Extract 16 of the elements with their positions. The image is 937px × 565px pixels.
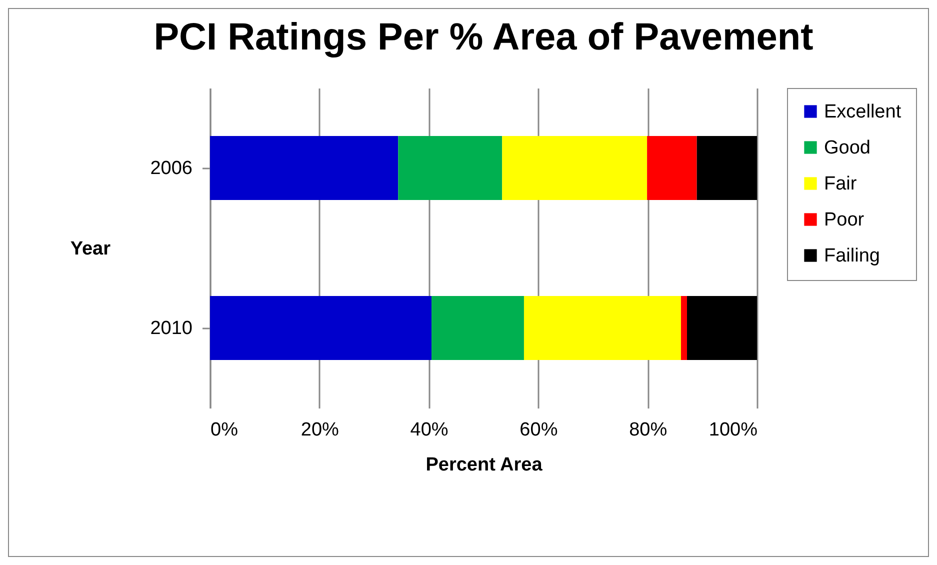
y-tick-label: 2006: [150, 158, 192, 179]
chart-title: PCI Ratings Per % Area of Pavement: [154, 16, 814, 58]
x-tick-label: 20%: [300, 420, 340, 440]
x-tick-label: 100%: [708, 420, 758, 440]
x-axis-title: Percent Area: [426, 454, 543, 476]
legend-label: Fair: [824, 174, 858, 194]
legend-label: Poor: [824, 210, 865, 230]
x-tick-label: 80%: [629, 420, 668, 440]
y-tick-label: 2010: [150, 318, 192, 339]
x-tick-label: 60%: [520, 420, 558, 440]
y-axis-title: Year: [70, 238, 112, 260]
legend-label: Good: [824, 138, 870, 158]
x-tick-label: 40%: [410, 420, 448, 440]
legend-label: Excellent: [824, 102, 902, 122]
legend-label: Failing: [824, 246, 880, 266]
x-tick-label: 0%: [210, 420, 238, 440]
